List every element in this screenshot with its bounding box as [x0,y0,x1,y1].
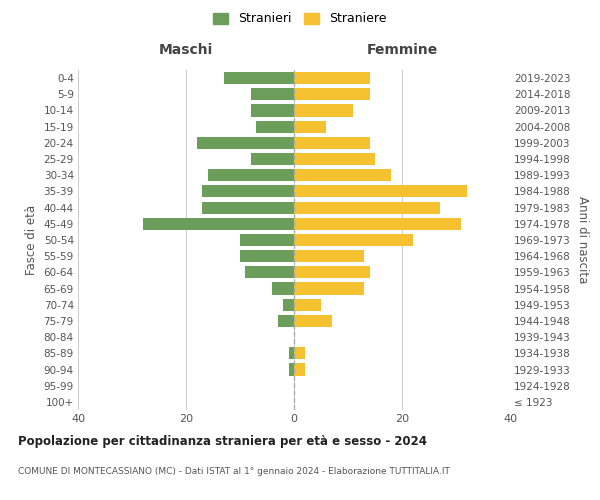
Legend: Stranieri, Straniere: Stranieri, Straniere [209,8,391,29]
Bar [251,88,294,101]
Bar [294,364,305,376]
Bar [294,202,440,213]
Bar [208,169,294,181]
Bar [251,104,294,117]
Bar [294,120,326,132]
Bar [197,137,294,149]
Bar [294,153,375,165]
Bar [289,364,294,376]
Bar [294,137,370,149]
Bar [294,266,370,278]
Bar [294,298,321,311]
Bar [294,348,305,360]
Bar [240,234,294,246]
Text: Femmine: Femmine [367,43,437,57]
Text: COMUNE DI MONTECASSIANO (MC) - Dati ISTAT al 1° gennaio 2024 - Elaborazione TUTT: COMUNE DI MONTECASSIANO (MC) - Dati ISTA… [18,468,450,476]
Bar [294,88,370,101]
Bar [294,218,461,230]
Bar [289,348,294,360]
Bar [294,315,332,327]
Bar [294,169,391,181]
Bar [143,218,294,230]
Bar [245,266,294,278]
Bar [294,186,467,198]
Y-axis label: Anni di nascita: Anni di nascita [577,196,589,284]
Bar [272,282,294,294]
Bar [294,250,364,262]
Bar [202,186,294,198]
Text: Popolazione per cittadinanza straniera per età e sesso - 2024: Popolazione per cittadinanza straniera p… [18,435,427,448]
Bar [294,104,353,117]
Bar [224,72,294,84]
Bar [294,72,370,84]
Y-axis label: Fasce di età: Fasce di età [25,205,38,275]
Bar [256,120,294,132]
Bar [294,282,364,294]
Bar [202,202,294,213]
Text: Maschi: Maschi [159,43,213,57]
Bar [251,153,294,165]
Bar [240,250,294,262]
Bar [294,234,413,246]
Bar [278,315,294,327]
Bar [283,298,294,311]
